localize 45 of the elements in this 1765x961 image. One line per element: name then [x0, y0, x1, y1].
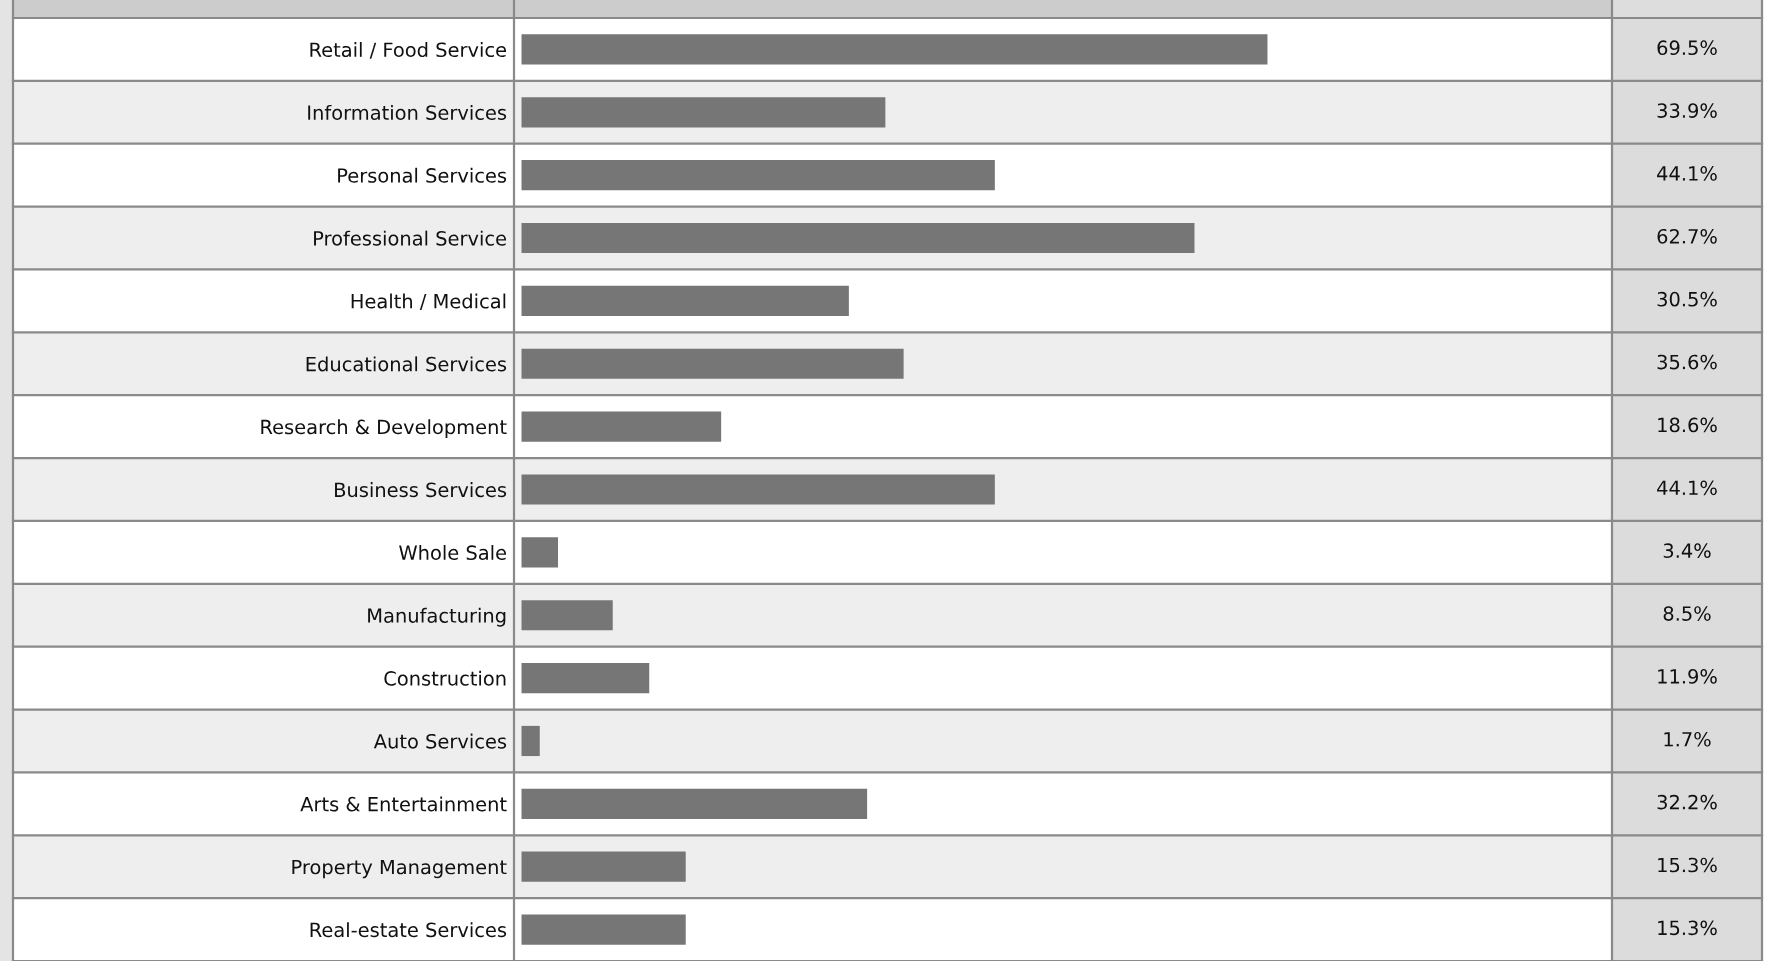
- bar: [521, 537, 559, 568]
- y-tick-label: Manufacturing: [368, 607, 506, 627]
- bar: [521, 788, 868, 819]
- data-label: 18.6%: [1658, 417, 1717, 433]
- bar: [521, 160, 995, 191]
- data-label: 30.5%: [1657, 291, 1717, 307]
- bar: [521, 725, 540, 757]
- y-tick-label: Retail / Food Service: [310, 42, 507, 59]
- y-tick-label: Health / Medical: [351, 293, 506, 311]
- data-label: 35.6%: [1657, 354, 1717, 370]
- data-label: 62.7%: [1657, 228, 1717, 244]
- y-tick-label: Research & Development: [261, 419, 507, 439]
- bar: [521, 851, 686, 882]
- y-tick-label: Property Management: [292, 859, 507, 879]
- y-tick-label: Educational Services: [306, 356, 507, 372]
- data-label: 15.3%: [1658, 857, 1717, 873]
- bar: [521, 348, 904, 379]
- y-tick-label: Arts & Entertainment: [300, 796, 507, 812]
- y-tick-label: Construction: [384, 670, 506, 686]
- data-label: 44.1%: [1657, 480, 1717, 496]
- bar: [521, 222, 1195, 254]
- y-tick-label: Business Services: [335, 482, 507, 498]
- bar: [521, 914, 686, 945]
- y-tick-label: Professional Service: [314, 230, 507, 246]
- data-label: 8.5%: [1663, 606, 1711, 621]
- data-label: 32.2%: [1657, 794, 1717, 810]
- data-label: 1.7%: [1664, 731, 1711, 747]
- data-label: 69.5%: [1657, 40, 1717, 56]
- y-tick-label: Personal Services: [338, 167, 507, 183]
- y-tick-label: Auto Services: [373, 733, 507, 749]
- bar: [521, 474, 995, 505]
- bar: [521, 663, 650, 694]
- y-tick-label: Whole Sale: [399, 544, 507, 561]
- y-tick-label: Real-estate Services: [310, 922, 507, 938]
- data-label: 33.9%: [1657, 103, 1717, 118]
- bar: [521, 285, 849, 316]
- bar: [521, 34, 1268, 65]
- bar: [521, 600, 613, 631]
- data-label: 15.3%: [1658, 920, 1717, 936]
- bar: [521, 97, 886, 128]
- data-label: 44.1%: [1657, 166, 1717, 181]
- bar: [521, 411, 722, 442]
- data-label: 11.9%: [1658, 669, 1717, 684]
- data-label: 3.4%: [1663, 543, 1711, 559]
- y-tick-label: Information Services: [308, 104, 507, 120]
